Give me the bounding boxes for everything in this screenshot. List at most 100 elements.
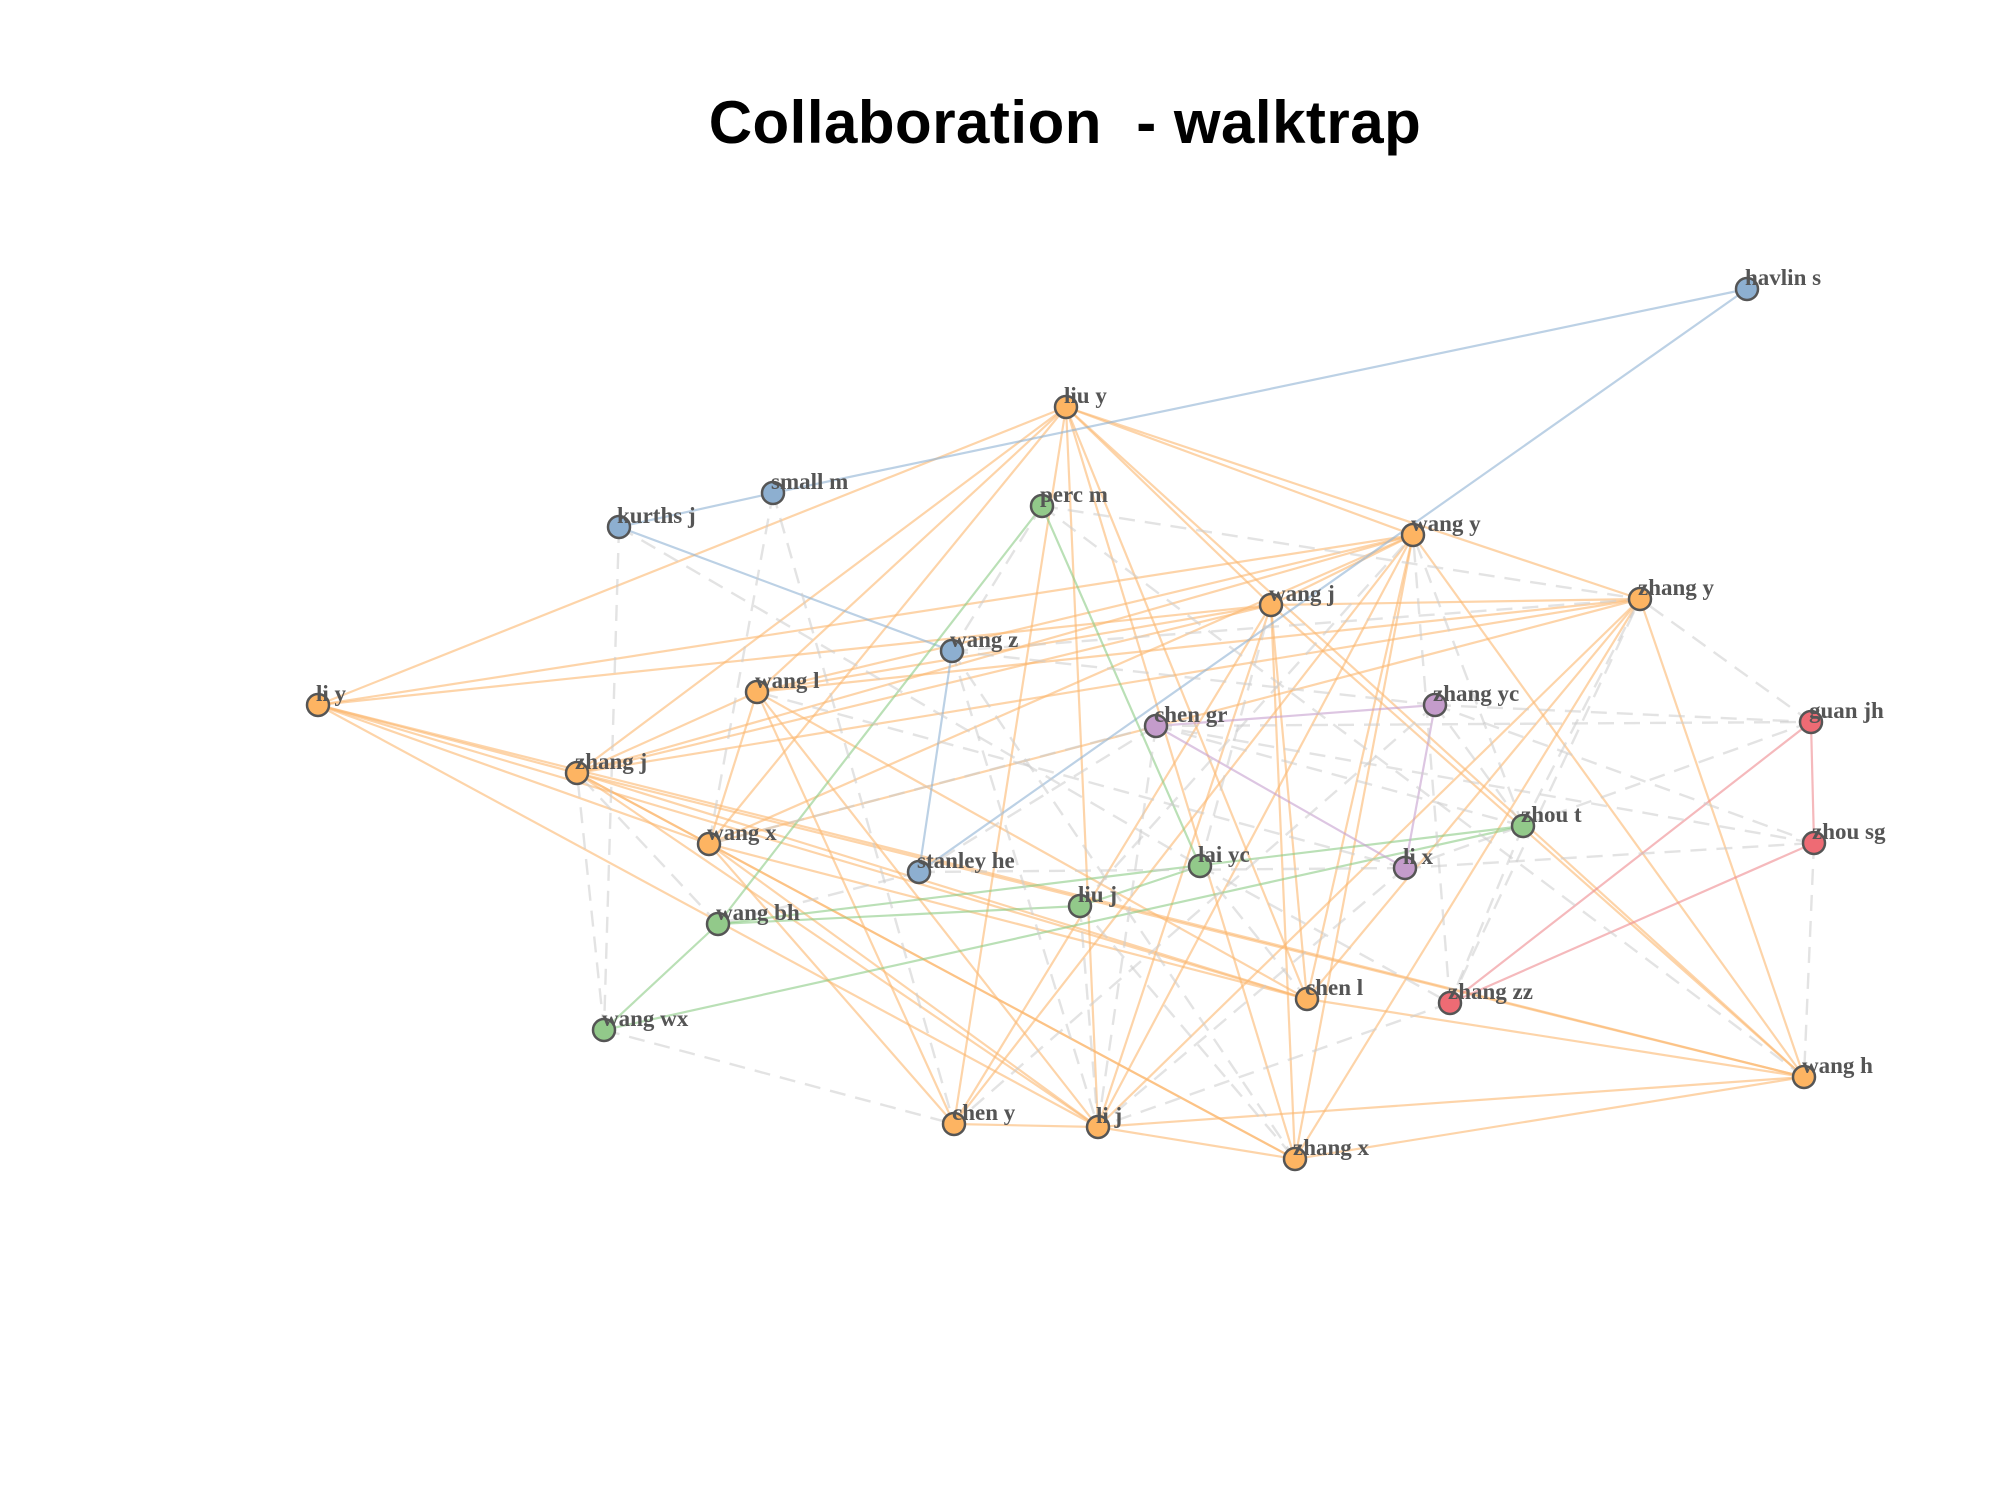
edge-wang-wx--zhou-t [603,824,1524,1032]
node-label-wang-l: wang l [755,668,820,693]
edge-liu-y--wang-h [1065,406,1805,1078]
edge-li-y--wang-x [317,703,710,846]
node-label-zhang-x: zhang x [1293,1135,1370,1160]
edge-chen-gr--zhou-sg [1155,724,1815,845]
edge-wang-y--li-j [1097,534,1414,1128]
node-zhang-x [1282,1146,1308,1172]
edge-li-x--guan-jh [1404,720,1812,870]
edge-wang-x--zhang-x [708,843,1296,1160]
node-lai-yc [1187,853,1213,879]
node-zhang-y [1627,586,1653,612]
edge-wang-bh--zhang-j [576,772,719,925]
node-wang-bh [705,911,731,937]
node-li-x [1392,855,1418,881]
edge-zhou-t--zhang-zz [1448,825,1525,1004]
node-label-liu-y: liu y [1064,383,1107,408]
node-label-wang-h: wang h [1802,1053,1873,1078]
node-zhang-zz [1437,990,1463,1016]
edge-wang-y--wang-l [756,533,1414,694]
edge-small-m--chen-y [771,492,956,1125]
edge-zhang-yc--zhou-sg [1434,703,1815,845]
edge-wang-j--chen-y [953,604,1272,1125]
edge-liu-y--wang-y [1065,405,1414,537]
edge-li-y--chen-l [317,703,1308,1001]
edge-li-x--li-j [1097,867,1406,1128]
node-label-zhang-zz: zhang zz [1448,979,1533,1004]
edge-li-j--wang-h [1097,1075,1805,1129]
edge-wang-z--stanley-he [917,650,954,873]
edge-stanley-he--li-x [918,866,1406,874]
node-label-wang-j: wang j [1269,581,1335,606]
edge-liu-y--wang-x [708,406,1067,845]
edge-zhang-y--wang-h [1638,598,1806,1078]
edge-wang-j--wang-l [756,603,1272,694]
edge-kurths-j--lai-yc [618,525,1201,868]
edge-zhang-y--li-j [1097,598,1641,1128]
edge-zhou-t--zhang-y [1521,598,1642,827]
edge-zhou-sg--zhang-zz [1449,841,1815,1005]
edge-wang-j--li-j [1096,604,1273,1128]
node-chen-y [941,1111,967,1137]
node-label-guan-jh: guan jh [1809,698,1884,723]
node-label-chen-gr: chen gr [1154,702,1227,727]
node-perc-m [1029,493,1055,519]
edge-chen-gr--li-j [1096,725,1158,1128]
edge-stanley-he--chen-gr [918,724,1157,874]
node-label-zhang-yc: zhang yc [1433,681,1519,706]
edge-wang-x--chen-y [708,843,955,1125]
node-zhou-sg [1801,830,1827,856]
edge-zhang-yc--chen-y [953,704,1436,1125]
chart-title: Collaboration - walktrap [708,89,1422,156]
edge-liu-y--zhang-y [1065,405,1641,601]
node-small-m [760,480,786,506]
edge-wang-y--li-y [317,533,1414,707]
edge-liu-y--li-j [1064,406,1100,1128]
edge-lai-yc--zhang-zz [1199,864,1451,1005]
edge-guan-jh--zhang-zz [1449,721,1812,1004]
edge-wang-wx--chen-y [603,1028,955,1126]
node-label-wang-x: wang x [707,820,777,845]
node-label-zhang-j: zhang j [575,749,647,774]
label-layer: havlin s liu y small m kurths j perc m wang y… [316,265,1886,1160]
edge-li-j--zhang-x [1097,1125,1296,1161]
node-label-havlin-s: havlin s [1745,265,1821,290]
node-kurths-j [606,514,632,540]
edge-zhang-x--wang-h [1294,1075,1805,1161]
edge-zhang-zz--li-j [1097,1001,1451,1129]
node-wang-h [1791,1064,1817,1090]
node-zhou-t [1510,813,1536,839]
edge-zhang-j--wang-h [576,771,1805,1079]
edge-kurths-j--wang-wx [602,526,621,1031]
edge-zhang-y--zhang-x [1294,598,1641,1160]
edge-chen-gr--li-x [1155,725,1406,869]
edge-chen-gr--zhang-yc [1155,703,1436,728]
node-stanley-he [906,859,932,885]
node-wang-y [1400,522,1426,548]
edge-zhang-zz--wang-y [1411,534,1452,1004]
edge-perc-m--wang-h [1041,505,1805,1078]
edge-perc-m--lai-yc [1040,505,1202,867]
edge-havlin-s--stanley-he [918,288,1748,873]
node-label-wang-z: wang z [950,627,1018,652]
node-label-liu-j: liu j [1078,882,1117,907]
edge-wang-y--wang-j [1270,534,1414,606]
edge-liu-y--wang-l [756,406,1067,693]
node-label-perc-m: perc m [1040,482,1108,507]
node-label-wang-bh: wang bh [716,900,800,925]
edge-havlin-s--small-m [772,287,1748,495]
edge-wang-bh--zhou-t [717,824,1524,926]
edge-wang-j--wang-h [1270,604,1805,1078]
edge-kurths-j--wang-z [618,525,953,653]
edge-wang-x--li-j [708,843,1099,1128]
edge-wang-z--zhang-yc [951,649,1436,707]
node-guan-jh [1798,709,1824,735]
node-label-chen-y: chen y [952,1100,1016,1125]
edge-perc-m--wang-z [950,505,1044,652]
edge-liu-j--li-j [1078,905,1100,1128]
edge-liu-y--zhang-x [1064,406,1297,1160]
edge-wang-j--zhang-x [1269,604,1297,1160]
edge-kurths-j--small-m [618,491,774,529]
edge-wang-z--zhang-y [951,597,1641,653]
edge-wang-j--zhang-j [576,603,1272,775]
